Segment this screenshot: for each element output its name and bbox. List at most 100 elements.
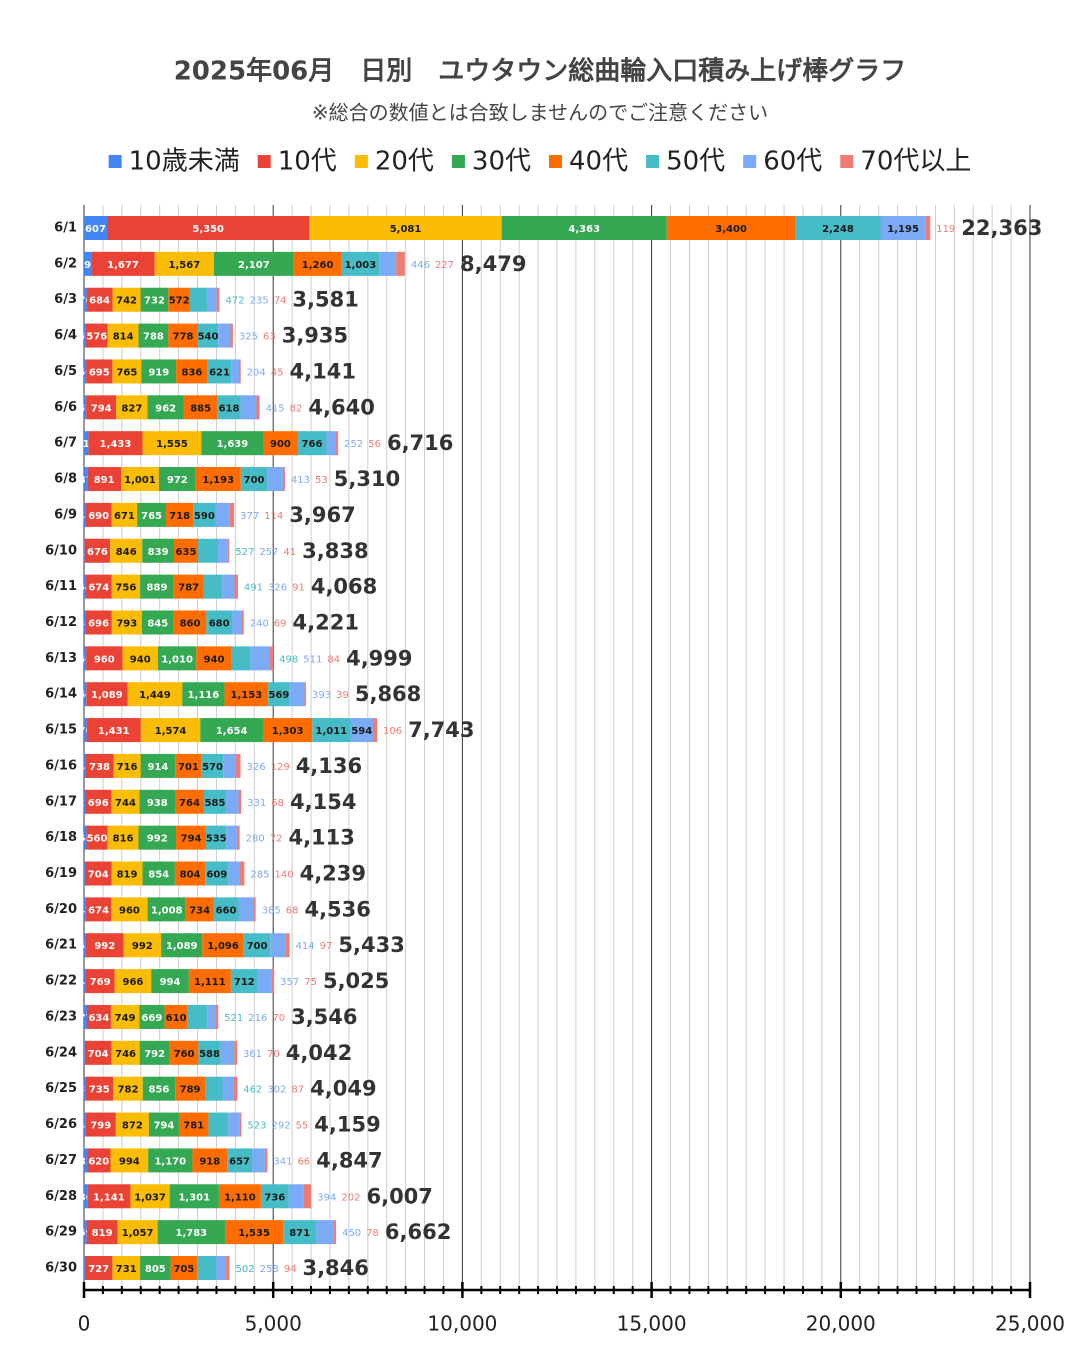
- bar-segment: [175, 1076, 206, 1101]
- y-tick-label: 6/2: [54, 256, 77, 271]
- bar-segment: [201, 753, 224, 778]
- data-label: 1,260: [302, 260, 334, 271]
- bar-segment: [85, 1112, 116, 1137]
- y-tick-label: 6/29: [45, 1225, 77, 1240]
- data-label: 38: [78, 618, 92, 629]
- bar-segment: [880, 216, 926, 240]
- bar-segment: [85, 502, 112, 527]
- data-label: 676: [87, 547, 108, 558]
- bar-segment: [341, 251, 380, 276]
- bar-segment: [666, 216, 796, 240]
- bar-segment: [169, 1040, 199, 1065]
- bar-segment: [303, 1184, 312, 1209]
- data-label: 3,400: [715, 224, 747, 235]
- legend-swatch: [840, 155, 854, 168]
- bar-segment: [283, 1220, 317, 1245]
- data-label: 889: [147, 583, 168, 594]
- data-label: 620: [88, 1156, 109, 1167]
- data-label: 607: [85, 224, 106, 235]
- y-tick-label: 6/21: [45, 938, 77, 953]
- bar-segment: [241, 610, 244, 635]
- bar-segment: [111, 574, 141, 599]
- bar-segment: [250, 646, 270, 671]
- bar-segment: [86, 682, 128, 707]
- bar-segment: [84, 1040, 112, 1065]
- bar-segment: [112, 287, 141, 312]
- data-label: 1,433: [100, 439, 132, 450]
- bar-segment: [88, 431, 143, 456]
- data-label: 17: [77, 547, 91, 558]
- data-label: 914: [147, 762, 168, 773]
- bar-segment: [86, 1220, 118, 1245]
- data-label: 696: [88, 798, 109, 809]
- bar-segment: [215, 1004, 219, 1029]
- data-label: 960: [119, 905, 140, 916]
- legend-swatch: [451, 155, 465, 168]
- bar-segment: [217, 395, 241, 420]
- bar-segment: [182, 682, 225, 707]
- bar-segment: [139, 789, 176, 814]
- bar-segment: [282, 467, 285, 492]
- bar-segment: [312, 718, 351, 743]
- bar-segment: [236, 825, 240, 850]
- data-label: 192: [77, 260, 98, 271]
- data-label: 794: [91, 403, 112, 414]
- bar-segment: [107, 825, 139, 850]
- data-label: 1,170: [154, 1156, 186, 1167]
- bar-segment: [139, 1004, 165, 1029]
- bar-segment: [85, 610, 112, 635]
- bar-segment: [85, 897, 112, 922]
- bar-segment: [216, 1256, 226, 1280]
- bar-segment: [117, 1220, 158, 1245]
- data-label: 1,111: [194, 977, 226, 988]
- data-label: 77: [78, 1013, 92, 1024]
- bar-segment: [86, 825, 108, 850]
- data-label: 36: [78, 1085, 92, 1096]
- legend-swatch: [549, 155, 562, 168]
- bar-segment: [110, 538, 143, 563]
- bar-segment: [85, 753, 114, 778]
- bar-segment: [293, 251, 342, 276]
- data-label: 357: [280, 977, 299, 988]
- data-label: 21: [77, 1049, 91, 1060]
- data-label: 718: [169, 511, 190, 522]
- data-label: 1,193: [202, 475, 234, 486]
- data-label: 704: [88, 870, 109, 881]
- bar-segment: [166, 502, 194, 527]
- data-label: 527: [235, 547, 254, 558]
- bar-segment: [84, 538, 111, 563]
- x-tick-label: 20,000: [806, 1312, 876, 1336]
- data-label: 621: [209, 367, 230, 378]
- bar-segment: [111, 897, 148, 922]
- data-label: 576: [86, 332, 107, 343]
- bar-segment: [106, 216, 310, 240]
- bar-segment: [175, 789, 204, 814]
- data-label: 55: [296, 1121, 309, 1132]
- data-label: 5,081: [390, 224, 422, 235]
- bar-segment: [86, 359, 113, 384]
- data-label: 60: [78, 690, 92, 701]
- data-label: 414: [296, 941, 315, 952]
- data-label: 257: [259, 547, 278, 558]
- data-label: 42: [78, 762, 92, 773]
- data-label: 794: [153, 1121, 174, 1132]
- data-label: 994: [160, 977, 181, 988]
- x-tick-label: 10,000: [427, 1312, 497, 1336]
- total-label: 3,546: [291, 1005, 357, 1029]
- bar-segment: [147, 897, 186, 922]
- bar-segment: [220, 1040, 235, 1065]
- bar-segment: [154, 251, 215, 276]
- data-label: 361: [243, 1049, 262, 1060]
- data-label: 1,639: [217, 439, 249, 450]
- data-label: 1,010: [161, 654, 193, 665]
- bar-segment: [243, 933, 271, 958]
- data-label: 789: [180, 1085, 201, 1096]
- bar-segment: [111, 861, 143, 886]
- bar-segment: [207, 1004, 216, 1029]
- data-label: 744: [115, 798, 136, 809]
- bar-segment: [189, 287, 208, 312]
- bar-segment: [142, 1076, 176, 1101]
- data-label: 1,003: [345, 260, 377, 271]
- bar-segment: [501, 216, 667, 240]
- bar-segment: [168, 323, 198, 348]
